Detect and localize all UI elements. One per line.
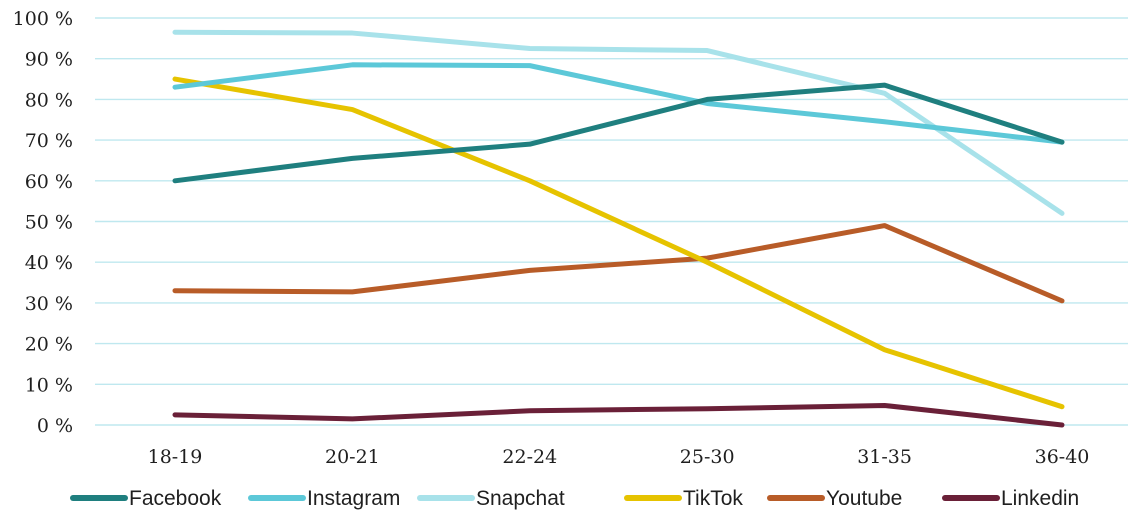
y-tick-label: 20 %: [25, 334, 73, 356]
y-tick-label: 70 %: [25, 130, 73, 152]
y-tick-label: 0 %: [37, 415, 73, 437]
series-lines: [172, 29, 1065, 428]
x-tick-label: 20-21: [325, 446, 380, 468]
y-tick-label: 30 %: [25, 293, 73, 315]
y-tick-label: 100 %: [13, 8, 73, 30]
y-tick-label: 40 %: [25, 252, 73, 274]
legend-label-snapchat: Snapchat: [476, 487, 565, 510]
x-tick-label: 25-30: [680, 446, 735, 468]
series-line-tiktok: [172, 76, 1065, 410]
legend-label-facebook: Facebook: [129, 487, 222, 510]
legend-label-youtube: Youtube: [826, 487, 902, 510]
series-line-snapchat: [172, 29, 1065, 216]
legend-label-instagram: Instagram: [307, 487, 400, 510]
x-tick-label: 31-35: [857, 446, 912, 468]
legend: Facebook Instagram Snapchat TikTok Youtube Li…: [70, 487, 1079, 510]
y-axis-ticks: 0 % 10 % 20 % 30 % 40 % 50 % 60 % 70 % 80 % 90 % 1…: [13, 8, 73, 437]
series-line-youtube: [172, 223, 1065, 304]
series-line-linkedin: [172, 402, 1065, 428]
legend-label-linkedin: Linkedin: [1001, 487, 1079, 510]
x-tick-label: 22-24: [502, 446, 557, 468]
gridlines: [95, 17, 1128, 426]
y-tick-label: 60 %: [25, 171, 73, 193]
y-tick-label: 50 %: [25, 212, 73, 234]
x-tick-label: 18-19: [148, 446, 203, 468]
series-line-facebook: [172, 82, 1065, 184]
series-line-instagram: [172, 62, 1065, 145]
y-tick-label: 90 %: [25, 49, 73, 71]
x-tick-label: 36-40: [1035, 446, 1090, 468]
x-axis-ticks: 18-19 20-21 22-24 25-30 31-35 36-40: [148, 446, 1090, 468]
y-tick-label: 10 %: [25, 374, 73, 396]
y-tick-label: 80 %: [25, 89, 73, 111]
legend-label-tiktok: TikTok: [683, 487, 743, 510]
